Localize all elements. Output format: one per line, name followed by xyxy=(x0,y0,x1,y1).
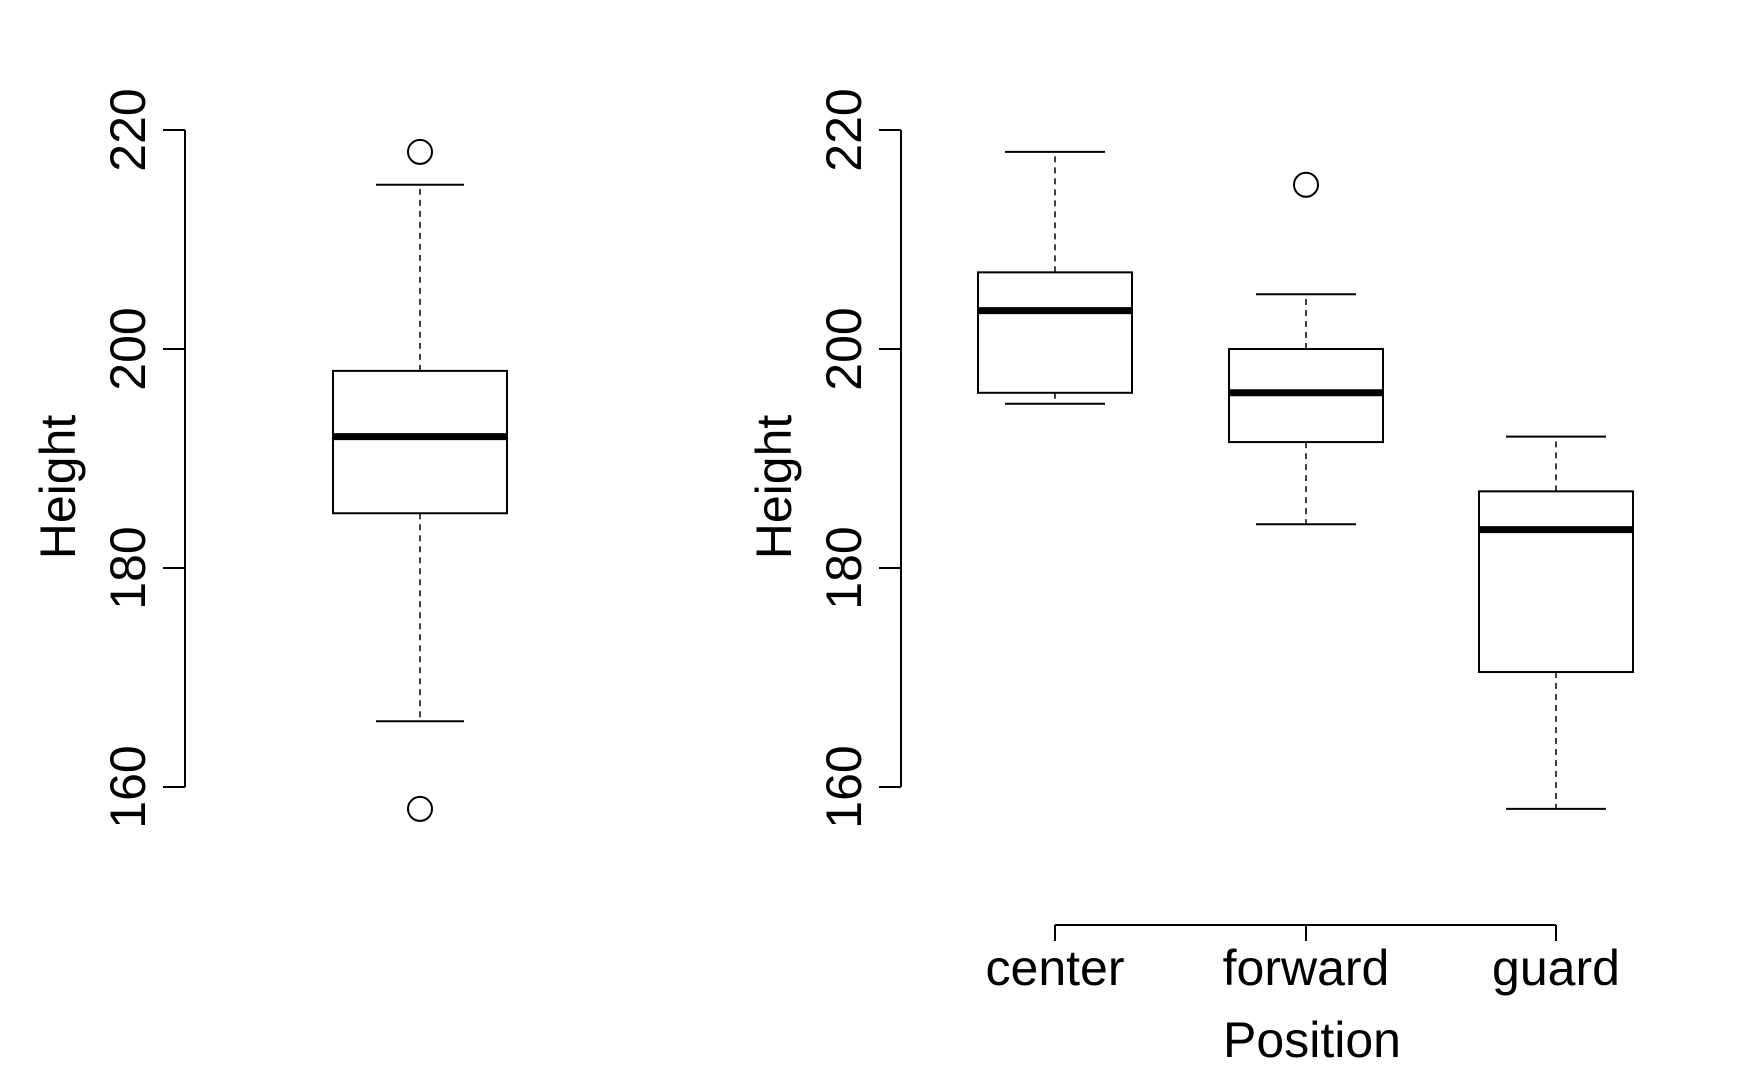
box-guard xyxy=(1478,435,1634,810)
x-tick-label-guard: guard xyxy=(1492,940,1620,996)
outlier-point xyxy=(407,138,433,165)
box-iqr xyxy=(332,369,508,515)
y-tick-label: 180 xyxy=(100,526,156,609)
panel-1-y-axis-label: Height xyxy=(30,415,86,560)
panel-2-boxes xyxy=(977,150,1634,810)
panel-2-y-axis-label: Height xyxy=(746,415,802,560)
y-tick-label: 180 xyxy=(816,526,872,609)
y-tick-label: 160 xyxy=(100,745,156,828)
y-tick-label: 200 xyxy=(100,307,156,390)
panel-1-y-ticks: 160 180 200 220 xyxy=(100,88,185,829)
panel-1-boxes xyxy=(332,138,508,822)
box-forward xyxy=(1228,171,1384,526)
panel-2-x-axis-label: Position xyxy=(1223,1012,1401,1068)
panel-2-x-axis: center forward guard xyxy=(986,924,1620,996)
y-tick-label: 220 xyxy=(816,88,872,171)
y-tick-label: 200 xyxy=(816,307,872,390)
box-all xyxy=(332,138,508,822)
box-iqr xyxy=(977,271,1133,394)
box-center xyxy=(977,150,1133,405)
panel-1: 160 180 200 220 Height xyxy=(30,88,508,829)
box-iqr xyxy=(1478,490,1634,674)
outlier-point xyxy=(407,795,433,822)
outlier-point xyxy=(1293,171,1319,198)
panel-2: 160 180 200 220 Height center forward guard P… xyxy=(746,88,1634,1068)
x-tick-label-center: center xyxy=(986,940,1125,996)
x-tick-label-forward: forward xyxy=(1223,940,1390,996)
y-tick-label: 220 xyxy=(100,88,156,171)
y-tick-label: 160 xyxy=(816,745,872,828)
panel-2-y-ticks: 160 180 200 220 xyxy=(816,88,901,829)
